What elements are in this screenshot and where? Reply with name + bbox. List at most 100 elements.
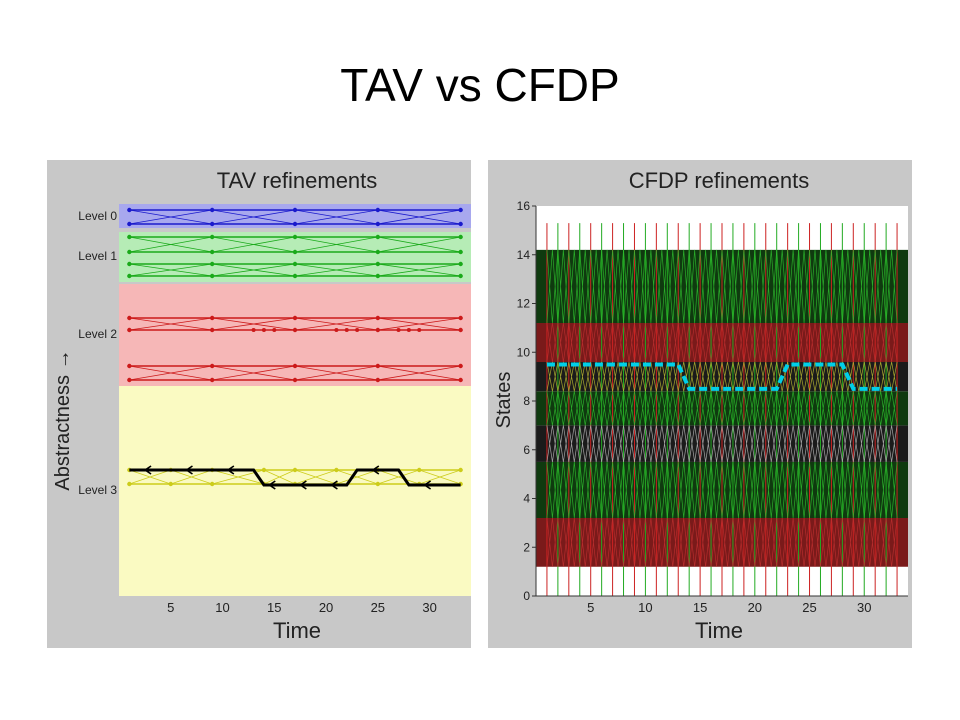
tav-trajectory-arrow <box>424 480 432 490</box>
cfdp-y-tick-label: 0 <box>523 589 530 603</box>
tav-chart: TAV refinements Level 0 Level 1 Level 2 Lev… <box>52 168 471 643</box>
tav-level-2-extra-point <box>334 328 339 332</box>
tav-level-3-point <box>417 467 422 473</box>
tav-level-0-cross <box>212 209 296 225</box>
tav-level-2-point <box>458 315 463 321</box>
tav-x-tick-label: 20 <box>319 600 333 615</box>
tav-level-3-point <box>375 481 381 487</box>
tav-level-2-point <box>458 377 463 383</box>
tav-level-2-cross <box>377 317 461 331</box>
tav-level-2-cross <box>294 317 378 331</box>
tav-level-1-point <box>127 234 132 240</box>
tav-level-3-cross <box>419 469 461 485</box>
tav-level-2-cross <box>294 365 378 381</box>
tav-x-tick-label: 15 <box>267 600 281 615</box>
cfdp-x-tick-label: 25 <box>802 600 816 615</box>
tav-level-2-cross <box>212 317 296 331</box>
tav-level-2-point <box>458 363 463 369</box>
tav-trajectory-arrow <box>227 465 235 475</box>
tav-level-2-cross <box>377 365 461 381</box>
tav-level-1-point <box>209 273 215 279</box>
tav-level-1-point <box>292 249 298 255</box>
tav-level-1-point <box>209 234 215 240</box>
tav-trajectory-arrow <box>299 480 307 490</box>
tav-level-2-cross <box>129 365 213 381</box>
tav-level-2-point <box>127 363 132 369</box>
cfdp-zigzag-texture <box>546 249 898 324</box>
tav-level-2-point <box>292 315 298 321</box>
tav-level-1-point <box>375 234 381 240</box>
tav-trajectory-line <box>129 468 461 487</box>
tav-level-2-point <box>127 377 132 383</box>
tav-x-axis-label: Time <box>273 618 321 643</box>
cfdp-chart: CFDP refinements 0 2 4 6 8 10 12 14 16 5 10 15 20 25 3… <box>493 168 908 643</box>
tav-band-level-1 <box>119 232 471 282</box>
tav-level-1-point <box>458 273 463 279</box>
tav-level-1-cross <box>212 263 296 277</box>
cfdp-y-axis-label: States <box>493 372 515 429</box>
tav-level-3-cross <box>170 469 213 485</box>
tav-level-1-point <box>375 273 381 279</box>
tav-level-2-extra-point <box>396 328 401 332</box>
cfdp-series-line <box>546 362 898 391</box>
tav-level-2-point <box>209 327 215 333</box>
tav-level-2-cross <box>129 317 213 331</box>
tav-trajectory-arrow <box>144 465 152 475</box>
tav-level-2-point <box>458 327 463 333</box>
tav-level-1-point <box>292 261 298 267</box>
cfdp-x-tick-label: 20 <box>748 600 762 615</box>
tav-level-3-cross <box>377 469 420 485</box>
tav-level-1-cross <box>294 236 378 253</box>
tav-level-2-extra-point <box>417 328 422 332</box>
tav-level-1-cross <box>212 236 296 253</box>
tav-x-tick-label: 10 <box>215 600 229 615</box>
tav-level-0-cross <box>294 209 378 225</box>
tav-chart-title: TAV refinements <box>217 168 378 193</box>
tav-level-0-point <box>292 221 298 227</box>
tav-level-2-point <box>292 377 298 383</box>
slide-title: TAV vs CFDP <box>340 59 620 111</box>
tav-level-1-point <box>375 261 381 267</box>
cfdp-x-axis-label: Time <box>695 618 743 643</box>
tav-level-2-point <box>292 363 298 369</box>
cfdp-chart-title: CFDP refinements <box>629 168 810 193</box>
tav-level-2-point <box>375 327 381 333</box>
tav-level-3-cross <box>336 469 378 485</box>
tav-level-2-point <box>375 315 381 321</box>
tav-band-level-3 <box>119 386 471 596</box>
tav-level-2-point <box>375 363 381 369</box>
tav-y-axis-label: Abstractness → <box>52 349 74 490</box>
tav-level-3-cross <box>129 469 171 485</box>
tav-level-0-point <box>127 207 132 213</box>
cfdp-y-tick-label: 14 <box>517 248 531 262</box>
tav-level-3-point <box>292 467 298 473</box>
tav-level-1-cross <box>129 263 213 277</box>
tav-level-3-cross <box>294 469 337 485</box>
tav-level-1-cross <box>129 236 213 253</box>
cfdp-y-tick-label: 2 <box>523 540 530 554</box>
tav-level-1-point <box>458 234 463 240</box>
tav-level-0-point <box>458 207 463 213</box>
tav-level-3-point <box>209 481 215 487</box>
tav-level-2-extra-point <box>261 328 266 332</box>
tav-level-2-point <box>209 377 215 383</box>
tav-level-2-extra-point <box>406 328 411 332</box>
tav-level-2-point <box>209 363 215 369</box>
tav-level-3-point <box>458 467 463 473</box>
cfdp-y-tick-label: 12 <box>517 297 531 311</box>
tav-level-2-point <box>209 315 215 321</box>
tav-level-1-point <box>209 261 215 267</box>
tav-level-3-point <box>127 481 132 487</box>
tav-level-0-point <box>209 207 215 213</box>
cfdp-y-tick-label: 4 <box>523 492 530 506</box>
tav-level-3-point <box>334 467 339 473</box>
tav-trajectory-arrow <box>372 465 380 475</box>
tav-level-2-extra-point <box>251 328 256 332</box>
tav-level-2-point <box>375 377 381 383</box>
cfdp-x-tick-label: 10 <box>638 600 652 615</box>
cfdp-chart-panel: CFDP refinements 0 2 4 6 8 10 12 14 16 5 10 15 20 25 3… <box>488 160 912 648</box>
tav-band-level-2 <box>119 284 471 386</box>
tav-level-1-cross <box>377 236 461 253</box>
tav-level-1-point <box>292 273 298 279</box>
tav-level-3-point <box>261 467 267 473</box>
